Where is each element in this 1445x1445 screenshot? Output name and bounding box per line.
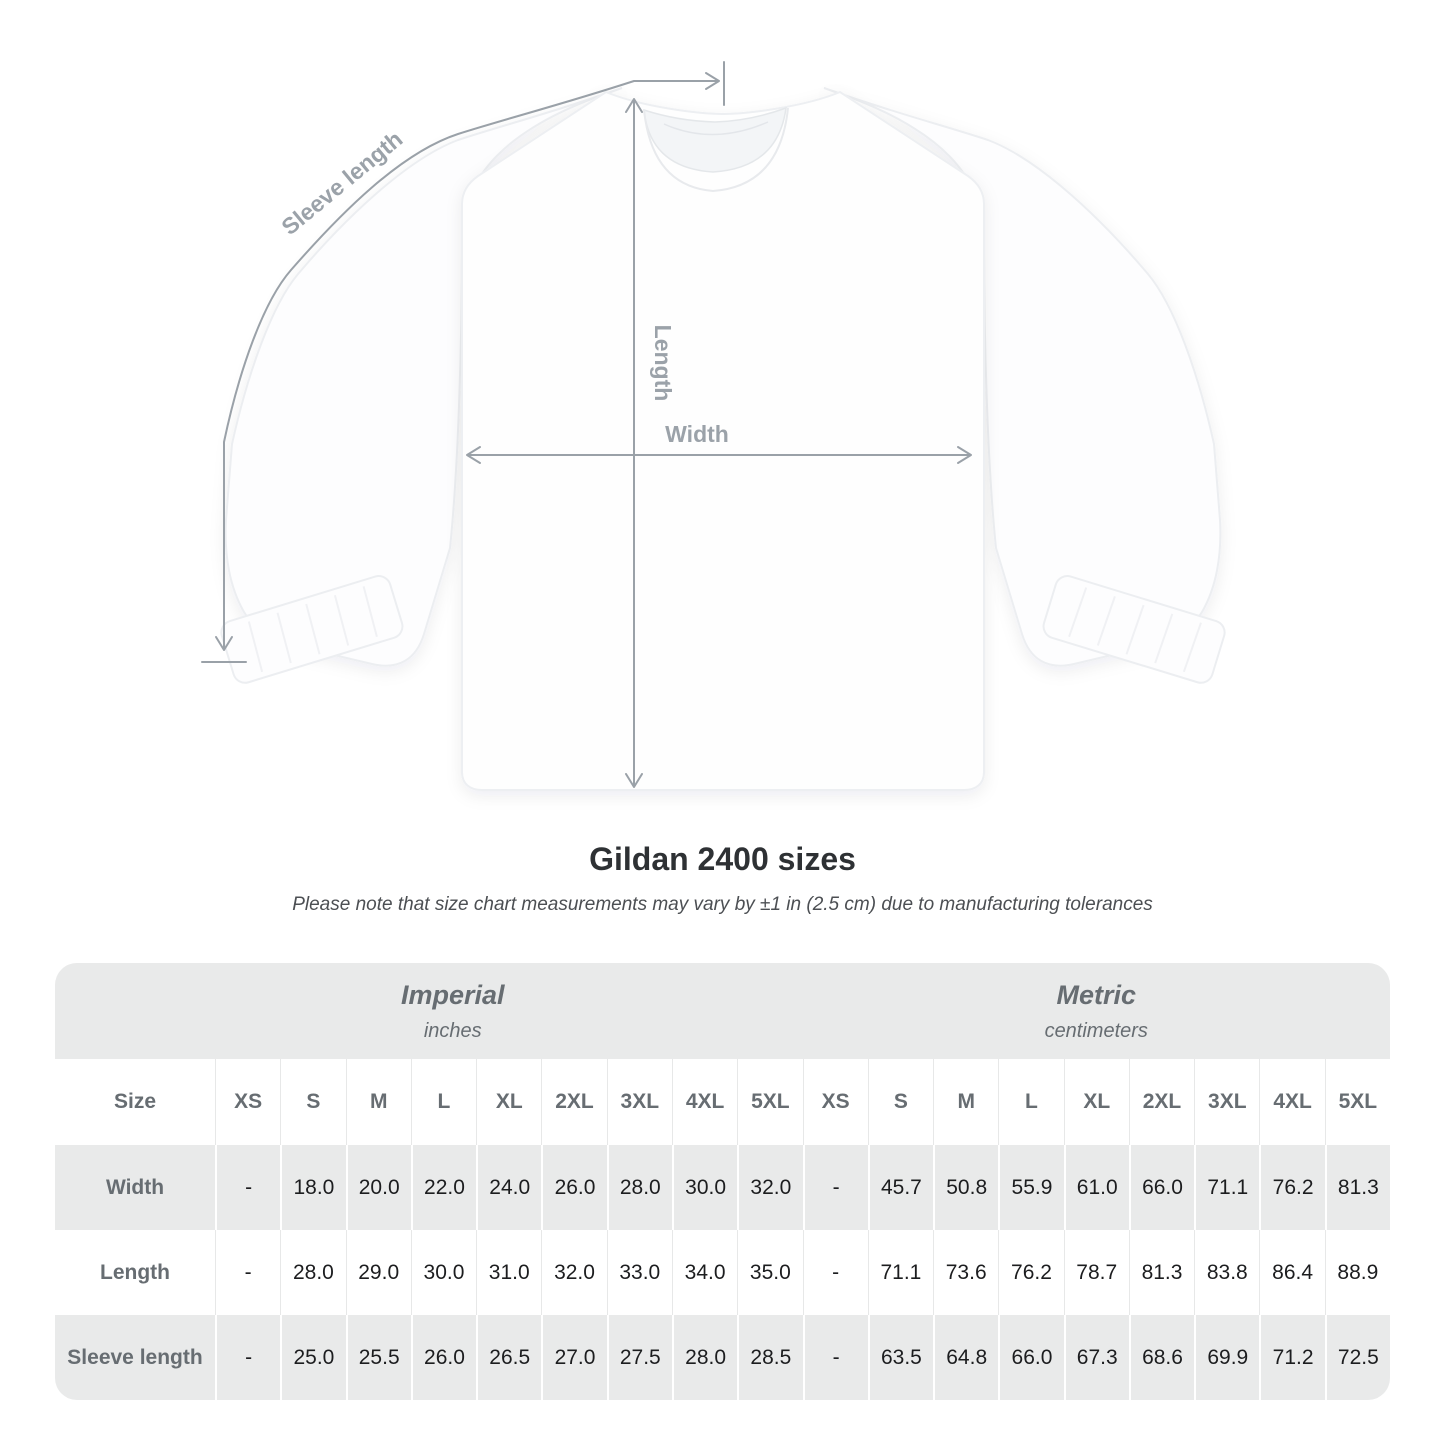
size-header-cell: M bbox=[345, 1059, 411, 1145]
value-cell: - bbox=[802, 1145, 868, 1230]
value-cell: 73.6 bbox=[933, 1230, 999, 1315]
page-title: Gildan 2400 sizes bbox=[589, 841, 856, 877]
value-cell: - bbox=[215, 1230, 281, 1315]
value-cell: 72.5 bbox=[1324, 1315, 1390, 1400]
page-subtitle: Please note that size chart measurements… bbox=[292, 894, 1153, 915]
length-arrow bbox=[625, 98, 643, 788]
value-cell: 32.0 bbox=[737, 1145, 803, 1230]
value-cell: 24.0 bbox=[476, 1145, 542, 1230]
value-cell: 33.0 bbox=[606, 1230, 672, 1315]
value-cell: 55.9 bbox=[998, 1145, 1064, 1230]
value-cell: 66.0 bbox=[1128, 1145, 1195, 1230]
value-cell: 67.3 bbox=[1063, 1315, 1129, 1400]
value-cell: - bbox=[215, 1145, 281, 1230]
size-header-cell: 3XL bbox=[1194, 1059, 1260, 1145]
size-header-label: Size bbox=[55, 1059, 215, 1145]
value-cell: - bbox=[215, 1315, 281, 1400]
shirt-collar bbox=[643, 106, 789, 193]
row-label: Width bbox=[55, 1145, 215, 1230]
size-header-cell: XL bbox=[1063, 1059, 1129, 1145]
value-cell: 26.5 bbox=[476, 1315, 542, 1400]
value-cell: 81.3 bbox=[1128, 1230, 1195, 1315]
value-cell: 86.4 bbox=[1259, 1230, 1325, 1315]
size-header-cell: XS bbox=[802, 1059, 868, 1145]
width-label: Width bbox=[665, 421, 729, 447]
value-cell: 76.2 bbox=[998, 1230, 1064, 1315]
value-cell: 28.0 bbox=[280, 1230, 346, 1315]
size-header-cell: L bbox=[410, 1059, 477, 1145]
size-header-cell: S bbox=[867, 1059, 934, 1145]
value-cell: 66.0 bbox=[998, 1315, 1064, 1400]
value-cell: 26.0 bbox=[410, 1315, 477, 1400]
sleeve-length-arrow bbox=[201, 61, 725, 663]
shirt-right-cuff bbox=[1042, 575, 1226, 684]
imperial-group-title: Imperial bbox=[400, 979, 505, 1010]
size-header-cell: M bbox=[933, 1059, 999, 1145]
value-cell: 69.9 bbox=[1194, 1315, 1260, 1400]
value-cell: 28.5 bbox=[737, 1315, 803, 1400]
value-cell: 63.5 bbox=[867, 1315, 934, 1400]
shirt-measurement-diagram: Sleeve length Length Width bbox=[201, 61, 1226, 791]
value-cell: 18.0 bbox=[280, 1145, 346, 1230]
value-cell: 29.0 bbox=[345, 1230, 411, 1315]
metric-group-title: Metric bbox=[1056, 979, 1137, 1010]
value-cell: 71.1 bbox=[1194, 1145, 1260, 1230]
value-cell: 34.0 bbox=[671, 1230, 738, 1315]
value-cell: 78.7 bbox=[1063, 1230, 1129, 1315]
value-cell: 25.5 bbox=[345, 1315, 411, 1400]
value-cell: 88.9 bbox=[1324, 1230, 1390, 1315]
value-cell: 76.2 bbox=[1259, 1145, 1325, 1230]
size-chart-card: Imperial inches Metric centimeters Size X… bbox=[55, 963, 1390, 1400]
value-cell: 22.0 bbox=[410, 1145, 477, 1230]
value-cell: 45.7 bbox=[867, 1145, 934, 1230]
value-cell: 71.1 bbox=[867, 1230, 934, 1315]
size-header-cell: 2XL bbox=[1128, 1059, 1195, 1145]
imperial-group-header: Imperial inches bbox=[55, 963, 803, 1059]
size-header-cell: 3XL bbox=[606, 1059, 672, 1145]
value-cell: 20.0 bbox=[345, 1145, 411, 1230]
row-label: Length bbox=[55, 1230, 215, 1315]
value-cell: 81.3 bbox=[1324, 1145, 1390, 1230]
size-header-cell: 5XL bbox=[1324, 1059, 1390, 1145]
size-header-cell: L bbox=[998, 1059, 1064, 1145]
size-table-grid: Imperial inches Metric centimeters Size X… bbox=[55, 963, 1390, 1400]
size-header-cell: 5XL bbox=[737, 1059, 803, 1145]
value-cell: 83.8 bbox=[1194, 1230, 1260, 1315]
shirt-body bbox=[461, 90, 985, 791]
value-cell: - bbox=[802, 1230, 868, 1315]
value-cell: 32.0 bbox=[541, 1230, 607, 1315]
value-cell: 50.8 bbox=[933, 1145, 999, 1230]
size-header-cell: 4XL bbox=[1259, 1059, 1325, 1145]
size-header-cell: 2XL bbox=[541, 1059, 607, 1145]
row-label: Sleeve length bbox=[55, 1315, 215, 1400]
value-cell: 35.0 bbox=[737, 1230, 803, 1315]
value-cell: 26.0 bbox=[541, 1145, 607, 1230]
value-cell: 25.0 bbox=[280, 1315, 346, 1400]
shirt-left-cuff bbox=[220, 575, 404, 684]
value-cell: 61.0 bbox=[1063, 1145, 1129, 1230]
value-cell: 27.5 bbox=[606, 1315, 672, 1400]
value-cell: 27.0 bbox=[541, 1315, 607, 1400]
value-cell: - bbox=[802, 1315, 868, 1400]
value-cell: 28.0 bbox=[606, 1145, 672, 1230]
width-arrow bbox=[466, 446, 972, 464]
value-cell: 68.6 bbox=[1128, 1315, 1195, 1400]
size-header-cell: S bbox=[280, 1059, 346, 1145]
size-header-cell: XL bbox=[476, 1059, 542, 1145]
value-cell: 64.8 bbox=[933, 1315, 999, 1400]
value-cell: 28.0 bbox=[671, 1315, 738, 1400]
metric-group-unit: centimeters bbox=[1044, 1019, 1148, 1042]
size-header-cell: XS bbox=[215, 1059, 281, 1145]
value-cell: 71.2 bbox=[1259, 1315, 1325, 1400]
metric-group-header: Metric centimeters bbox=[802, 963, 1390, 1059]
length-label: Length bbox=[650, 325, 676, 402]
value-cell: 31.0 bbox=[476, 1230, 542, 1315]
size-header-cell: 4XL bbox=[671, 1059, 738, 1145]
value-cell: 30.0 bbox=[671, 1145, 738, 1230]
value-cell: 30.0 bbox=[410, 1230, 477, 1315]
imperial-group-unit: inches bbox=[423, 1019, 482, 1042]
